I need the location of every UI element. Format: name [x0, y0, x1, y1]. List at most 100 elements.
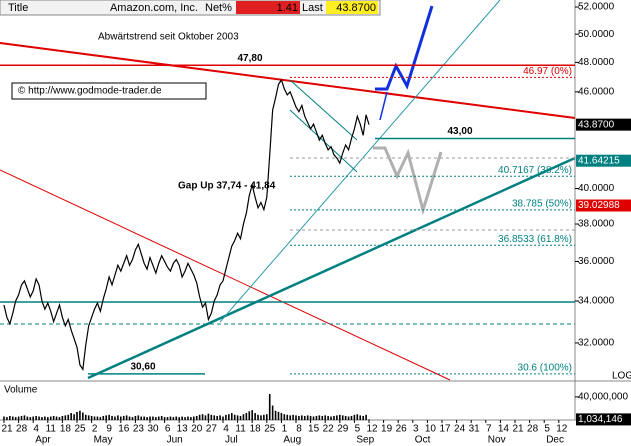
x-tick-label: 25 [74, 424, 86, 435]
y-tick-label: 50.0000 [578, 29, 615, 40]
volume-bar [128, 416, 131, 420]
volume-bar [315, 415, 318, 420]
price-tag [576, 118, 631, 131]
month-label: Dec [546, 435, 564, 446]
volume-bar [213, 415, 216, 420]
x-tick-label: 14 [498, 424, 510, 435]
volume-bar [131, 417, 134, 420]
volume-bar [82, 412, 84, 420]
flag-top [289, 79, 358, 141]
volume-bar [143, 416, 145, 420]
volume-bar [312, 416, 315, 420]
volume-bar [111, 415, 113, 420]
volume-bar [239, 415, 242, 420]
x-tick-label: 4 [223, 424, 229, 435]
log-label: LOG [612, 371, 631, 382]
x-tick-label: 31 [469, 424, 481, 435]
source-box [11, 82, 207, 100]
volume-bar [140, 416, 143, 420]
volume-bar [210, 414, 213, 420]
volume-bar [344, 415, 347, 420]
volume-bar [201, 414, 204, 420]
volume-bar [70, 413, 72, 420]
volume-bar [102, 415, 105, 420]
volume-bar [271, 405, 274, 420]
volume-bar [149, 416, 151, 420]
volume-bar [204, 415, 207, 420]
volume-bar [266, 414, 268, 420]
volume-bar [236, 415, 239, 420]
volume-bar [120, 416, 122, 420]
volume-bar [277, 411, 280, 420]
volume-bar [169, 416, 172, 420]
volume-bar [64, 415, 67, 420]
volume-bar [122, 415, 125, 420]
x-tick-label: 28 [527, 424, 539, 435]
volume-bar [228, 414, 230, 420]
volume-bar [58, 417, 61, 420]
volume-bar [105, 415, 107, 420]
fib-label: 38.785 (50%) [512, 199, 572, 210]
last-box [326, 1, 378, 14]
volume-bar [318, 415, 321, 420]
fib-label: 30.6 (100%) [518, 363, 572, 374]
volume-bar [190, 417, 192, 420]
volume-bar [146, 417, 148, 420]
x-tick-label: 19 [381, 424, 393, 435]
x-tick-label: 20 [191, 424, 203, 435]
volume-bar [44, 416, 46, 420]
volume-bar [125, 415, 128, 420]
volume-bar [353, 414, 356, 420]
y-tick-label: 38.0000 [578, 219, 615, 230]
volume-bar [356, 414, 359, 420]
volume-bar [17, 416, 20, 420]
volume-bar [198, 414, 201, 420]
volume-bar [341, 415, 344, 420]
header-title: Title [8, 2, 28, 14]
volume-bar [336, 415, 338, 420]
x-tick-label: 29 [337, 424, 349, 435]
volume-bar [137, 415, 140, 420]
x-tick-label: 18 [250, 424, 262, 435]
volume-bar [268, 393, 271, 420]
volume-bar [350, 415, 353, 420]
volume-bar [26, 416, 29, 420]
price-tag [576, 199, 631, 212]
volume-bar [114, 416, 116, 420]
volume-bar [76, 411, 78, 420]
x-tick-label: 17 [439, 424, 451, 435]
volume-bar [225, 414, 227, 420]
volume-bar [166, 417, 169, 420]
volume-bar [286, 414, 289, 420]
volume-bar [73, 414, 75, 420]
x-tick-label: 30 [147, 424, 159, 435]
volume-bar [172, 417, 175, 420]
volume-bar [339, 414, 341, 420]
volume-bar [251, 410, 253, 420]
x-tick-label: 22 [323, 424, 335, 435]
y-tick-label: 32.0000 [578, 338, 615, 349]
volume-bar [193, 416, 195, 420]
volume-bar [216, 415, 218, 420]
volume-bar [108, 414, 110, 420]
y-tick-label: 36.0000 [578, 256, 615, 267]
volume-label: Volume [4, 385, 38, 396]
volume-bar [301, 415, 303, 420]
volume-bar [20, 415, 23, 420]
volume-bar [242, 414, 245, 420]
x-tick-label: 12 [366, 424, 378, 435]
net-box [236, 1, 300, 14]
volume-bar [9, 415, 11, 420]
volume-bar [181, 416, 183, 420]
x-tick-label: 1 [282, 424, 288, 435]
fib-label: 40.7167 (38.2%) [498, 165, 572, 176]
volume-bar [245, 413, 248, 420]
volume-bar [23, 415, 26, 420]
level-label: 47,80 [237, 53, 262, 64]
volume-bar [306, 415, 309, 420]
volume-bar [309, 415, 312, 420]
volume-bar [79, 410, 81, 420]
volume-tick-label: 40,000,000 [578, 392, 628, 403]
volume-bar [96, 416, 99, 420]
